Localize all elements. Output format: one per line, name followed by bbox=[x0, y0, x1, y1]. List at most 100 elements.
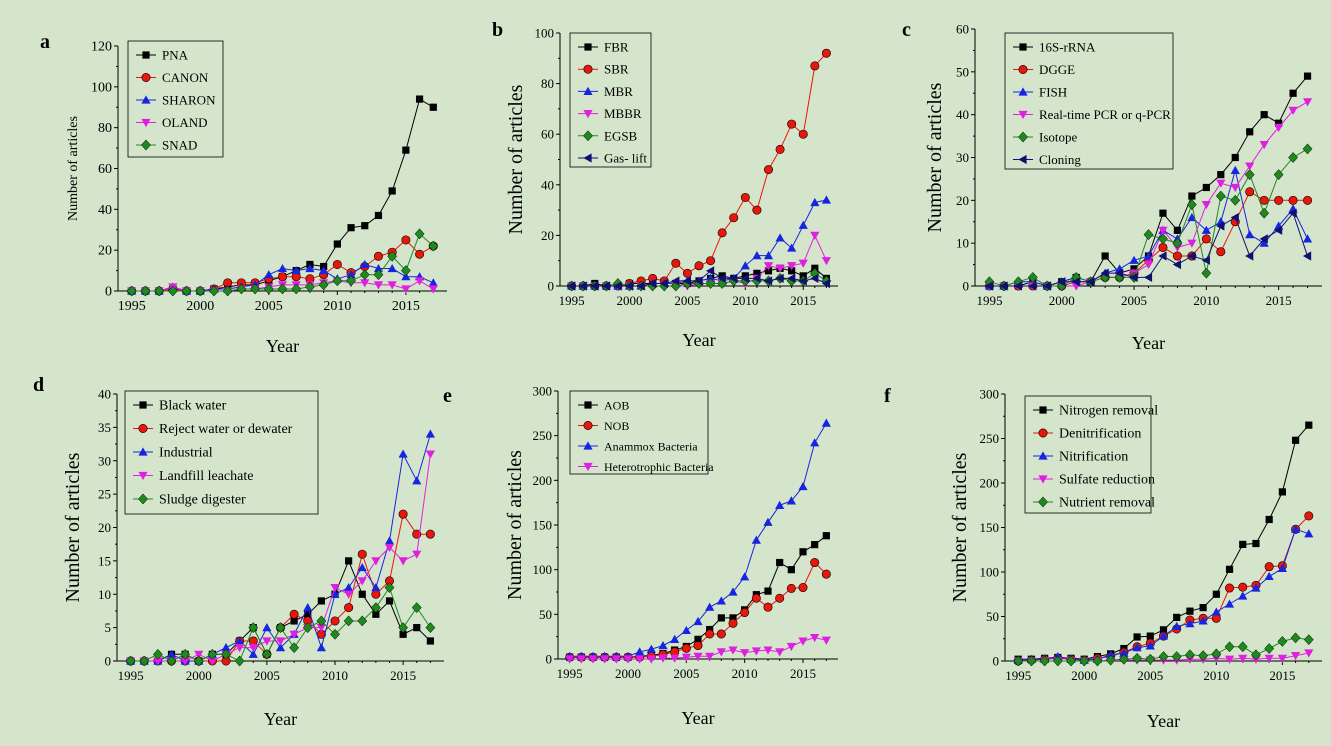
triangle-up-marker bbox=[1198, 616, 1208, 625]
triangle-down-marker bbox=[1245, 162, 1255, 171]
triangle-left-marker bbox=[624, 281, 634, 291]
legend-entry: Nitrification bbox=[1033, 450, 1128, 465]
x-tick-label: 2005 bbox=[1121, 293, 1147, 308]
triangle-up-marker bbox=[1106, 650, 1116, 659]
x-tick-label: 2000 bbox=[186, 299, 214, 314]
triangle-down-marker bbox=[1288, 106, 1298, 115]
square-marker bbox=[1265, 515, 1273, 524]
legend-label: Landfill leachate bbox=[159, 469, 253, 484]
y-tick-label: 20 bbox=[98, 244, 112, 259]
triangle-left-marker bbox=[636, 281, 645, 291]
legend-label: DGGE bbox=[1039, 62, 1075, 77]
triangle-down-marker bbox=[635, 655, 645, 664]
triangle-up-marker bbox=[1238, 591, 1248, 600]
triangle-down-marker bbox=[248, 644, 258, 653]
triangle-left-marker bbox=[740, 273, 749, 284]
triangle-up-marker bbox=[1277, 563, 1287, 573]
triangle-up-marker bbox=[398, 449, 408, 458]
diamond-marker bbox=[318, 279, 329, 291]
triangle-down-marker bbox=[600, 655, 610, 664]
triangle-up-marker bbox=[412, 476, 422, 485]
legend-label: Sulfate reduction bbox=[1059, 473, 1155, 488]
triangle-left-marker bbox=[1028, 281, 1037, 291]
triangle-down-marker bbox=[1230, 183, 1240, 193]
triangle-down-marker bbox=[588, 655, 598, 664]
x-tick-label: 2010 bbox=[322, 668, 348, 683]
y-axis-label: Number of articles bbox=[66, 116, 81, 221]
y-tick-label: 40 bbox=[98, 387, 111, 402]
y-tick-label: 0 bbox=[993, 654, 1000, 669]
diamond-marker bbox=[1171, 651, 1182, 663]
triangle-down-marker bbox=[262, 637, 272, 646]
triangle-left-marker bbox=[601, 281, 610, 291]
diamond-marker bbox=[236, 283, 247, 295]
square-marker bbox=[415, 95, 424, 103]
square-marker bbox=[358, 590, 366, 598]
square-marker bbox=[1019, 43, 1027, 51]
legend-label: Isotope bbox=[1039, 130, 1078, 145]
diamond-marker bbox=[291, 283, 302, 295]
circle-marker bbox=[1172, 251, 1182, 261]
legend-label: Nutrient removal bbox=[1059, 496, 1155, 511]
circle-marker bbox=[1201, 234, 1211, 244]
legend-label: MBR bbox=[604, 84, 633, 99]
diamond-marker bbox=[400, 265, 411, 277]
triangle-up-marker bbox=[763, 517, 773, 526]
diamond-marker bbox=[1079, 655, 1090, 667]
triangle-left-marker bbox=[1216, 221, 1225, 231]
x-tick-label: 2000 bbox=[1071, 668, 1097, 683]
legend-entry: EGSB bbox=[578, 128, 638, 143]
y-tick-label: 100 bbox=[533, 562, 553, 577]
x-tick-label: 2005 bbox=[673, 666, 699, 681]
triangle-down-marker bbox=[138, 471, 148, 481]
square-marker bbox=[1278, 488, 1286, 496]
circle-marker bbox=[1288, 195, 1298, 205]
legend-box bbox=[569, 32, 652, 168]
legend-entry: Anammox Bacteria bbox=[578, 440, 698, 454]
triangle-up-marker bbox=[1211, 607, 1221, 616]
circle-marker bbox=[705, 629, 715, 639]
triangle-up-marker bbox=[705, 602, 715, 611]
legend-entry: Landfill leachate bbox=[133, 469, 253, 484]
triangle-down-marker bbox=[1277, 654, 1287, 663]
diamond-marker bbox=[1145, 653, 1156, 665]
triangle-left-marker bbox=[1071, 277, 1080, 287]
square-marker bbox=[1212, 590, 1220, 598]
x-tick-label: 1995 bbox=[118, 668, 144, 683]
circle-marker bbox=[583, 420, 593, 430]
legend-label: Gas- lift bbox=[604, 151, 647, 166]
square-marker bbox=[1231, 153, 1239, 162]
circle-marker bbox=[717, 228, 727, 238]
triangle-down-marker bbox=[681, 653, 691, 662]
triangle-left-marker bbox=[1201, 255, 1210, 265]
y-tick-label: 0 bbox=[548, 279, 555, 294]
legend-label: Anammox Bacteria bbox=[604, 440, 698, 454]
triangle-up-marker bbox=[371, 582, 381, 592]
y-tick-label: 80 bbox=[541, 76, 554, 91]
legend-label: EGSB bbox=[604, 128, 638, 143]
triangle-up-marker bbox=[786, 496, 796, 505]
square-marker bbox=[753, 269, 761, 277]
legend-label: Nitrogen removal bbox=[1059, 404, 1158, 419]
triangle-down-marker bbox=[153, 657, 163, 666]
diamond-marker bbox=[705, 277, 716, 289]
triangle-up-marker bbox=[583, 441, 593, 450]
legend-label: Cloning bbox=[1039, 152, 1081, 167]
square-marker bbox=[1246, 128, 1254, 136]
square-marker bbox=[1202, 183, 1210, 192]
legend-entry: Denitrification bbox=[1033, 427, 1141, 442]
triangle-down-marker bbox=[1274, 123, 1284, 133]
triangle-left-marker bbox=[1302, 251, 1312, 261]
triangle-left-marker bbox=[1230, 212, 1239, 223]
square-marker bbox=[1252, 539, 1260, 548]
triangle-down-marker bbox=[401, 285, 411, 294]
square-marker bbox=[413, 624, 421, 632]
triangle-up-marker bbox=[670, 634, 680, 643]
triangle-down-marker bbox=[330, 583, 340, 593]
triangle-down-marker bbox=[798, 637, 808, 646]
square-marker bbox=[347, 224, 355, 232]
diamond-marker bbox=[1052, 655, 1063, 667]
triangle-left-marker bbox=[1042, 281, 1051, 291]
triangle-left-marker bbox=[787, 273, 796, 284]
y-tick-label: 250 bbox=[980, 431, 1000, 446]
